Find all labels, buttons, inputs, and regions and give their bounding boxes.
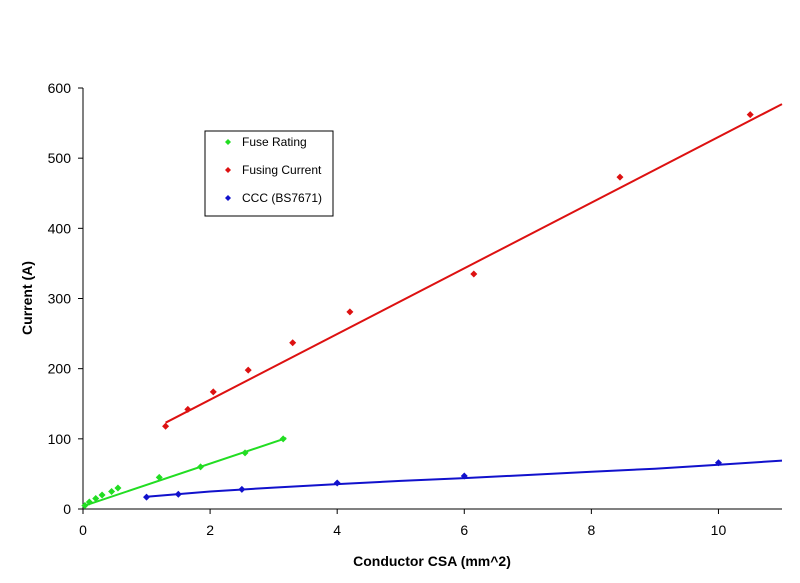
- x-tick-label: 6: [460, 522, 468, 538]
- y-tick-label: 200: [48, 361, 72, 377]
- data-point-fuse-rating: [279, 435, 287, 443]
- data-point-fusing-current: [209, 388, 217, 396]
- data-point-ccc-bs7671: [460, 472, 468, 480]
- axes: [82, 88, 782, 510]
- legend-label-fusing-current: Fusing Current: [242, 163, 322, 177]
- legend-marker-fuse-rating: [225, 139, 231, 145]
- y-tick-label: 600: [48, 80, 72, 96]
- data-point-fuse-rating: [85, 498, 93, 506]
- data-point-fusing-current: [470, 270, 478, 278]
- x-axis-title: Conductor CSA (mm^2): [353, 553, 511, 569]
- x-tick-label: 4: [333, 522, 341, 538]
- data-point-fuse-rating: [114, 484, 122, 492]
- trendline-fusing-current: [165, 103, 783, 424]
- data-point-ccc-bs7671: [333, 479, 341, 487]
- y-axis-title: Current (A): [19, 261, 35, 335]
- trendlines: [82, 103, 783, 508]
- tick-marks: 0 100 200 300 400 500 600 0 2 4 6 8 10: [48, 80, 727, 538]
- y-tick-label: 100: [48, 431, 72, 447]
- x-tick-label: 8: [587, 522, 595, 538]
- data-point-ccc-bs7671: [143, 493, 151, 501]
- data-point-fusing-current: [289, 339, 297, 347]
- x-tick-label: 2: [206, 522, 214, 538]
- x-tick-label: 10: [711, 522, 727, 538]
- y-tick-label: 0: [63, 501, 71, 517]
- data-point-fuse-rating: [155, 473, 163, 481]
- x-tick-label: 0: [79, 522, 87, 538]
- data-point-fuse-rating: [197, 463, 205, 471]
- legend-label-fuse-rating: Fuse Rating: [242, 135, 307, 149]
- data-point-fusing-current: [162, 422, 170, 430]
- data-point-ccc-bs7671: [174, 490, 182, 498]
- y-tick-label: 400: [48, 220, 72, 236]
- legend-marker-ccc-bs7671: [225, 195, 231, 201]
- data-point-fuse-rating: [241, 449, 249, 457]
- legend-box: [204, 130, 334, 217]
- data-point-fuse-rating: [98, 491, 106, 499]
- data-point-fuse-rating: [108, 487, 116, 495]
- data-point-fuse-rating: [81, 501, 89, 509]
- legend: Fuse Rating Fusing Current CCC (BS7671): [204, 130, 334, 217]
- data-point-fusing-current: [616, 173, 624, 181]
- legend-marker-fusing-current: [225, 167, 231, 173]
- data-point-ccc-bs7671: [714, 459, 722, 467]
- data-points: [81, 111, 754, 509]
- data-point-fusing-current: [244, 366, 252, 374]
- data-point-fusing-current: [184, 405, 192, 413]
- data-point-fusing-current: [746, 111, 754, 119]
- trendline-fuse-rating: [82, 437, 287, 508]
- y-tick-label: 500: [48, 150, 72, 166]
- y-tick-label: 300: [48, 291, 72, 307]
- legend-label-ccc-bs7671: CCC (BS7671): [242, 191, 322, 205]
- data-point-fusing-current: [346, 308, 354, 316]
- data-point-fuse-rating: [92, 494, 100, 502]
- data-point-ccc-bs7671: [238, 485, 246, 493]
